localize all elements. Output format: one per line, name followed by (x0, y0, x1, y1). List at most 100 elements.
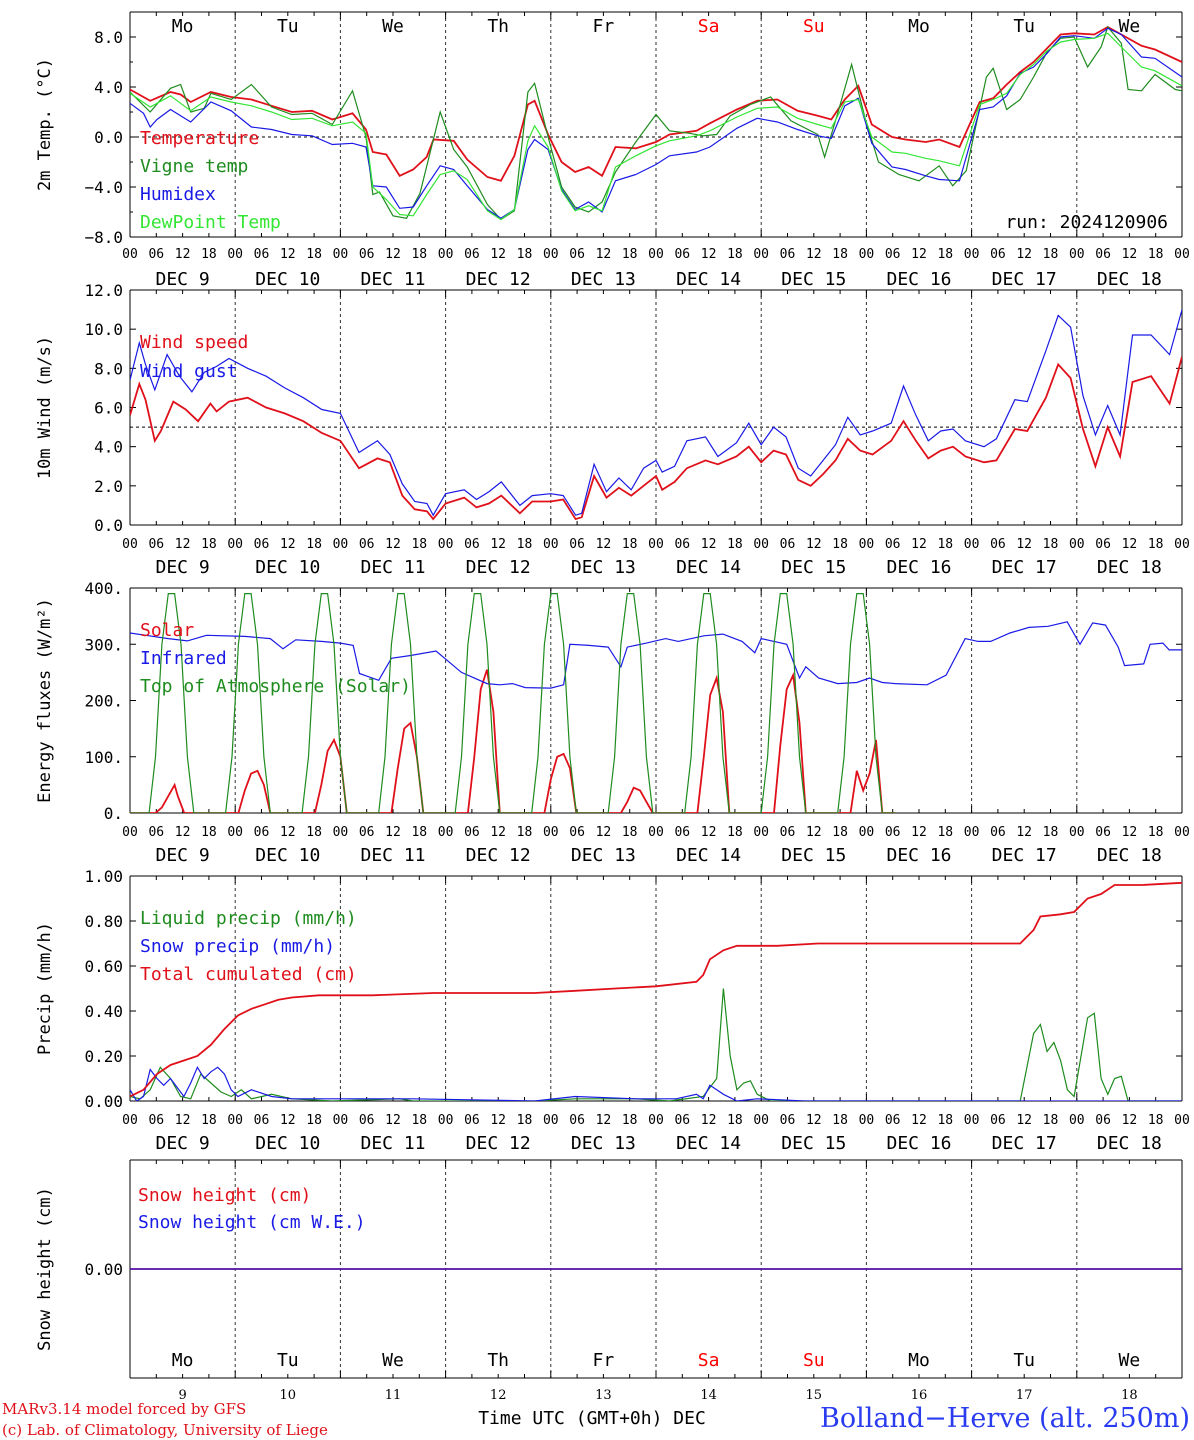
hour-tick-label: 18 (201, 1113, 217, 1128)
hour-tick-label: 06 (359, 247, 375, 262)
hour-tick-label: 06 (780, 537, 796, 552)
series-group (130, 25, 1182, 221)
hour-tick-label: 12 (490, 825, 506, 840)
day-name-label: Fr (593, 16, 615, 37)
hour-tick-label: 06 (148, 247, 164, 262)
day-name-label: Mo (908, 1350, 930, 1371)
y-tick-label: 200. (84, 692, 123, 711)
hour-tick-label: 00 (964, 247, 980, 262)
series-line-total-cumulated-cm- (130, 881, 1182, 1098)
date-label: DEC 12 (466, 269, 531, 290)
hour-tick-label: 00 (964, 825, 980, 840)
day-name-label: We (1119, 1350, 1141, 1371)
y-tick-label: 300. (84, 635, 123, 654)
hour-tick-label: 00 (753, 825, 769, 840)
hour-tick-label: 18 (517, 1113, 533, 1128)
station-title: Bolland−Herve (alt. 250m) (820, 1403, 1190, 1434)
hour-tick-label: 18 (832, 537, 848, 552)
hour-tick-label: 18 (622, 247, 638, 262)
hour-tick-label: 12 (1122, 537, 1138, 552)
hour-tick-label: 06 (990, 247, 1006, 262)
day-number-label: 16 (911, 1388, 928, 1403)
hour-tick-label: 12 (385, 247, 401, 262)
hour-tick-label: 12 (280, 247, 296, 262)
series-line-snow-precip-mm-h- (130, 1065, 1182, 1101)
hour-tick-label: 00 (648, 537, 664, 552)
hour-tick-label: 00 (1174, 825, 1190, 840)
x-axis-label: Time UTC (GMT+0h) DEC (478, 1408, 706, 1429)
date-label: DEC 14 (676, 269, 741, 290)
legend-total-cumulated: Total cumulated (cm) (140, 964, 357, 985)
hour-tick-label: 18 (201, 247, 217, 262)
hour-tick-label: 18 (411, 825, 427, 840)
hour-tick-label: 12 (911, 537, 927, 552)
hour-tick-label: 00 (227, 825, 243, 840)
day-name-label: Su (803, 16, 825, 37)
day-name-label: Th (487, 1350, 509, 1371)
y-tick-label: 0. (104, 804, 123, 823)
hour-tick-label: 06 (148, 537, 164, 552)
date-label: DEC 15 (781, 557, 846, 578)
hour-tick-label: 00 (859, 1113, 875, 1128)
hour-tick-label: 06 (1095, 537, 1111, 552)
legend-infrared: Infrared (140, 648, 227, 669)
hour-tick-label: 12 (1016, 247, 1032, 262)
date-label: DEC 11 (360, 845, 425, 866)
hour-tick-label: 06 (990, 1113, 1006, 1128)
series-group (130, 593, 1182, 813)
hour-tick-label: 18 (832, 1113, 848, 1128)
hour-tick-label: 12 (1016, 537, 1032, 552)
hour-tick-label: 00 (648, 247, 664, 262)
wind-panel: 0.0 2.0 4.0 6.0 8.0 10.0 12.0 10m Wind (m/s) 00 0… (35, 281, 1190, 578)
legend-wind-speed: Wind speed (140, 332, 248, 353)
hour-tick-label: 00 (859, 825, 875, 840)
hour-tick-label: 00 (753, 247, 769, 262)
hour-tick-label: 06 (990, 825, 1006, 840)
hour-tick-label: 00 (333, 825, 349, 840)
hour-tick-label: 18 (622, 825, 638, 840)
hour-tick-label: 06 (254, 825, 270, 840)
day-number-label: 14 (700, 1388, 717, 1403)
y-tick-label: 1.00 (84, 867, 123, 886)
day-name-label: Tu (1013, 1350, 1035, 1371)
hour-tick-label: 18 (937, 247, 953, 262)
y-axis-label: 2m Temp. (°C) (35, 58, 55, 191)
date-label: DEC 11 (360, 269, 425, 290)
hour-tick-label: 00 (859, 247, 875, 262)
hour-tick-label: 06 (464, 825, 480, 840)
y-tick-label: 8.0 (94, 28, 123, 47)
day-name-label: Tu (277, 1350, 299, 1371)
energy-flux-panel: 0. 100. 200. 300. 400. Energy fluxes (W/m²) 00… (35, 579, 1190, 866)
series-line-temperature (130, 25, 1182, 182)
temperature-legend: Temperature Vigne temp Humidex DewPoint … (140, 128, 281, 233)
hour-tick-label: 06 (569, 825, 585, 840)
hour-tick-label: 18 (1148, 247, 1164, 262)
hour-tick-label: 00 (964, 537, 980, 552)
y-tick-label: 0.20 (84, 1047, 123, 1066)
hour-tick-label: 12 (806, 1113, 822, 1128)
hour-tick-label: 06 (1095, 825, 1111, 840)
credit-model: MARv3.14 model forced by GFS (2, 1400, 246, 1418)
hour-tick-label: 00 (122, 537, 138, 552)
date-label: DEC 13 (571, 1133, 636, 1154)
date-label: DEC 18 (1097, 557, 1162, 578)
hour-tick-label: 12 (385, 1113, 401, 1128)
legend-solar: Solar (140, 620, 194, 641)
hour-tick-label: 00 (753, 1113, 769, 1128)
day-name-label: Mo (172, 1350, 194, 1371)
hour-tick-label: 06 (1095, 1113, 1111, 1128)
date-label: DEC 17 (992, 845, 1057, 866)
energy-legend: Solar Infrared Top of Atmosphere (Solar) (140, 620, 411, 697)
day-name-label: We (382, 1350, 404, 1371)
day-name-label: Mo (908, 16, 930, 37)
hour-tick-label: 18 (517, 247, 533, 262)
day-name-label: Tu (277, 16, 299, 37)
date-label: DEC 12 (466, 557, 531, 578)
day-name-label: Th (487, 16, 509, 37)
hour-tick-label: 06 (359, 537, 375, 552)
legend-vigne-temp: Vigne temp (140, 156, 248, 177)
y-axis-label: 10m Wind (m/s) (35, 336, 55, 479)
date-label: DEC 11 (360, 1133, 425, 1154)
hour-tick-label: 06 (885, 825, 901, 840)
